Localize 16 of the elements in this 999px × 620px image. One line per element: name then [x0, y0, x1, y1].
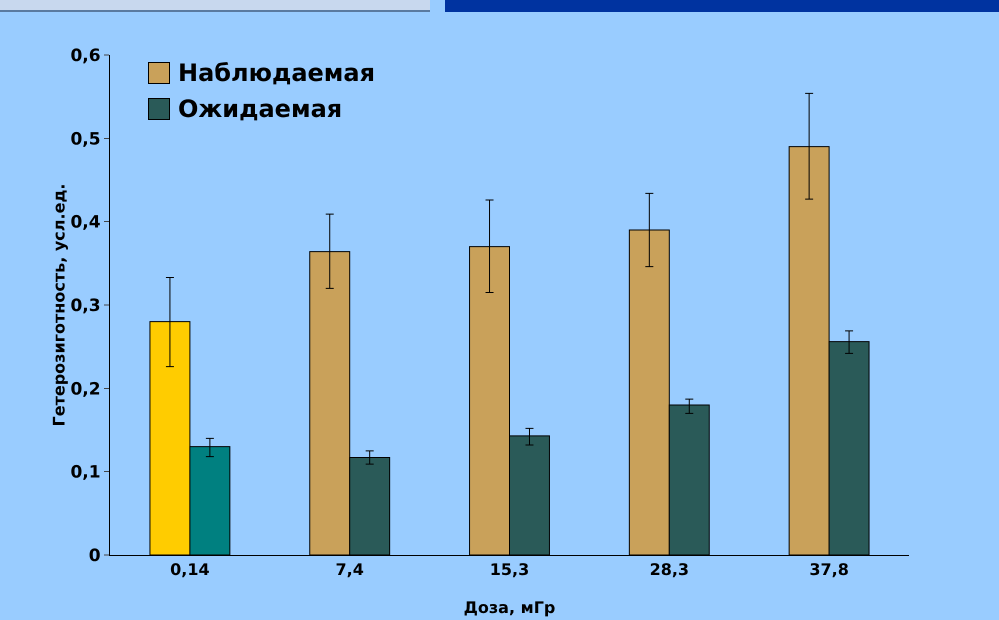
- x-tick-label: 7,4: [336, 560, 364, 580]
- y-tick-label: 0: [88, 546, 101, 566]
- x-tick-label: 15,3: [490, 560, 530, 580]
- y-tick-label: 0,1: [70, 462, 101, 483]
- y-tick-label: 0,4: [70, 212, 101, 233]
- y-axis-title: Гетерозиготность, усл.ед.: [49, 184, 68, 426]
- legend-label: Ожидаемая: [178, 95, 342, 123]
- legend-label: Наблюдаемая: [178, 59, 376, 87]
- x-tick-label: 28,3: [650, 560, 690, 580]
- y-tick-label: 0,5: [70, 129, 101, 150]
- y-tick-label: 0,6: [70, 46, 101, 66]
- x-axis-title: Доза, мГр: [464, 598, 556, 617]
- y-tick-label: 0,3: [70, 296, 101, 316]
- x-tick-label: 37,8: [809, 560, 849, 580]
- x-tick-label: 0,14: [170, 560, 210, 580]
- y-tick-label: 0,2: [70, 379, 101, 400]
